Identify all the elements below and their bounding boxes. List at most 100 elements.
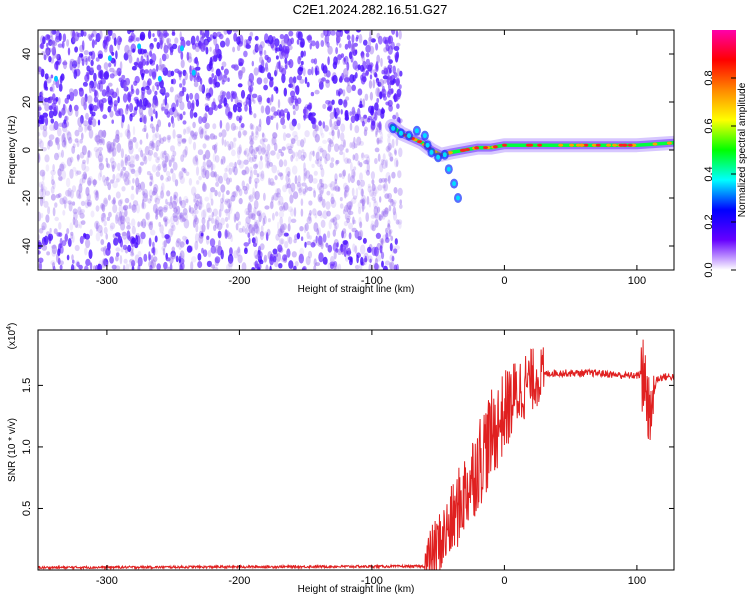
spectrogram-cell [214, 244, 220, 254]
spectrogram-cell [159, 57, 162, 67]
spectrogram-cell [236, 102, 242, 109]
spectrogram-cell [395, 137, 399, 147]
spectrogram-cell [80, 200, 86, 206]
spectrogram-cell [270, 115, 274, 121]
spectrogram-cell [115, 232, 121, 237]
spectrogram-cell [54, 137, 58, 146]
spectrogram-cell [334, 214, 341, 221]
spectrogram-cell [360, 76, 366, 85]
spectrogram-cell [330, 199, 337, 208]
spectrogram-cell [332, 74, 338, 84]
spectrogram-cell [206, 219, 210, 230]
spectrogram-cell [38, 138, 43, 144]
spectrogram-cell [154, 197, 158, 203]
spectrogram-cell [307, 186, 313, 192]
spectrogram-cell [107, 95, 113, 104]
spectrogram-cell [52, 207, 56, 217]
spectrogram-cell [179, 83, 183, 88]
spectrogram-cell [399, 70, 403, 77]
spectrogram-cell [63, 235, 69, 244]
spectrogram-cell [338, 173, 342, 178]
spectrogram-cell [163, 261, 168, 270]
spectrogram-cell [352, 243, 356, 252]
spectrogram-cell [343, 68, 349, 78]
spectrogram-cell [380, 108, 386, 115]
spectrogram-cell [345, 202, 349, 213]
spectrogram-cell [363, 114, 367, 119]
spectrogram-cell [88, 84, 92, 94]
spectrogram-cell [89, 229, 93, 237]
spectrogram-cell [72, 216, 76, 226]
spectrogram-cell [116, 134, 120, 140]
spectrogram-cell [250, 138, 254, 148]
spectrogram-cell [70, 234, 73, 240]
spectrogram-cell [168, 202, 173, 210]
spectrogram-cell [58, 97, 61, 106]
spectrogram-cell [179, 241, 185, 248]
spectrogram-cell [373, 199, 377, 204]
spectrogram-cell [111, 148, 115, 158]
spectrogram-cell [38, 142, 41, 148]
spectrogram-cell [291, 81, 295, 90]
spectrogram-cell [387, 223, 391, 228]
spectrogram-cell [115, 211, 121, 222]
colorbar-tick-label: 0.4 [703, 166, 715, 181]
spectrogram-cell [322, 121, 326, 129]
spectrogram-cell [87, 177, 92, 187]
spectrogram-cell [84, 199, 90, 209]
spectrogram-cell [61, 149, 64, 158]
spectrogram-cell [256, 173, 260, 178]
spectrogram-cell [225, 122, 230, 132]
spectrogram-cell [261, 133, 266, 143]
spectrogram-cell [64, 97, 69, 104]
spectrogram-cell [38, 104, 42, 110]
spectrogram-cell [277, 221, 280, 230]
spectrogram-cell [227, 210, 231, 221]
spectrogram-cell [318, 78, 323, 84]
spectrogram-cell [134, 254, 140, 263]
spectrogram-cell [294, 102, 299, 112]
spectrogram-cell [67, 106, 73, 117]
spectrogram-cell [215, 216, 220, 226]
spectrogram-cell [337, 31, 341, 37]
spectrogram-cell [177, 141, 182, 147]
spectrogram-cell [377, 88, 380, 98]
spectrogram-cell [44, 73, 49, 80]
spectrogram-cell [161, 106, 166, 111]
spectrogram-cell [273, 192, 279, 201]
spectrogram-cell [235, 211, 240, 221]
spectrogram-cell [120, 171, 123, 178]
spectrogram-cell [357, 160, 360, 166]
spectrogram-cell [103, 226, 108, 235]
spectrogram-cell [204, 149, 211, 160]
spectrogram-cell [135, 37, 140, 42]
spectrogram-cell [194, 92, 200, 102]
spectrogram-cell [233, 63, 239, 70]
spectrogram-cell [288, 59, 294, 69]
spectrogram-cell [117, 162, 121, 172]
spectrogram-cell [80, 220, 86, 226]
spectrogram-cell [81, 145, 87, 156]
spectrogram-cell [359, 162, 363, 168]
spectrogram-cell [74, 244, 80, 252]
spectrogram-cell [161, 182, 165, 192]
spectrogram-cell [344, 204, 349, 213]
spectrogram-cell [39, 197, 44, 207]
spectrogram-cell [124, 177, 130, 186]
spectrogram-cell [54, 216, 59, 222]
spectrogram-cell [328, 131, 334, 136]
spectrogram-cell [244, 247, 248, 254]
spectrogram-cell [46, 34, 51, 40]
spectrogram-cell [78, 210, 84, 215]
spectrogram-cell [222, 74, 228, 83]
spectrogram-cell [41, 225, 46, 231]
spectrogram-cell [314, 133, 320, 143]
spectrogram-cell [356, 30, 361, 33]
spectrogram-cell [143, 155, 148, 165]
spectrogram-cell [234, 161, 237, 169]
spectrogram-cell [277, 99, 281, 109]
signal-peak [579, 143, 584, 147]
spectrogram-cell [155, 209, 160, 216]
spectrogram-cell [266, 228, 271, 236]
spectrogram-cell [70, 231, 74, 236]
